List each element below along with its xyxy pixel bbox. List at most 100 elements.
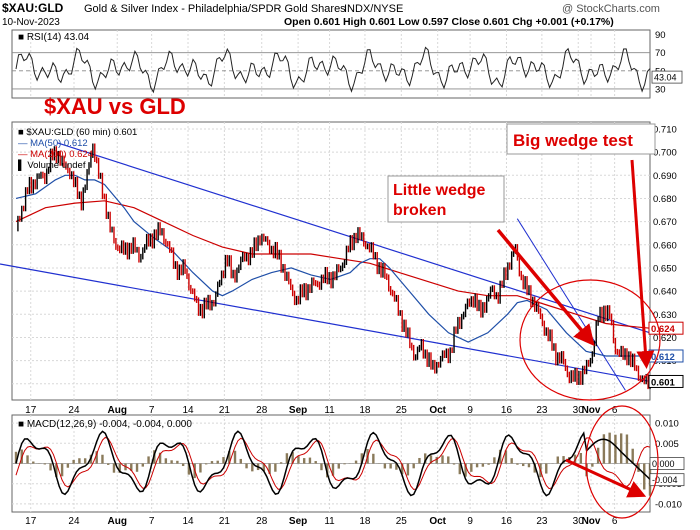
macd-histogram-bar bbox=[26, 455, 29, 464]
x-tick-label-bottom: Nov bbox=[582, 516, 601, 527]
price-tick-label: 0.630 bbox=[653, 310, 677, 321]
little-wedge-line bbox=[516, 218, 626, 391]
watermark: @ StockCharts.com bbox=[562, 3, 660, 15]
macd-histogram-bar bbox=[107, 463, 110, 465]
big-wedge-arrow bbox=[630, 159, 655, 369]
price-tick-label: 0.650 bbox=[653, 263, 677, 274]
macd-tick-label: 0.010 bbox=[655, 419, 679, 430]
macd-histogram-bar bbox=[181, 463, 185, 467]
x-tick-label-bottom: Sep bbox=[289, 516, 307, 527]
macd-histogram-bar bbox=[447, 456, 450, 464]
symbol-name: Gold & Silver Index - Philadelphia/SPDR … bbox=[84, 3, 346, 15]
price-tick-label: 0.670 bbox=[653, 217, 677, 228]
macd-histogram-bar bbox=[389, 463, 392, 469]
x-tick-label-bottom: 21 bbox=[219, 516, 231, 527]
macd-histogram-bar bbox=[504, 450, 508, 464]
x-tick-label: 18 bbox=[359, 405, 371, 416]
x-tick-label-bottom: 11 bbox=[324, 516, 335, 527]
macd-histogram-bar bbox=[320, 463, 323, 471]
big-wedge-callout-box bbox=[506, 123, 656, 155]
price-tick-label: 0.680 bbox=[653, 194, 677, 205]
x-tick-label: 11 bbox=[324, 405, 335, 416]
price-tick-label: 0.700 bbox=[653, 148, 677, 159]
macd-histogram-bar bbox=[562, 456, 565, 464]
x-tick-label-bottom: Aug bbox=[108, 516, 127, 527]
macd-tick-label: 0.005 bbox=[655, 439, 679, 450]
x-tick-label: 16 bbox=[501, 405, 513, 416]
wedge-highlight-circle bbox=[519, 279, 661, 401]
macd-histogram-bar bbox=[619, 433, 623, 464]
macd-histogram-bar bbox=[608, 432, 611, 464]
macd-histogram-bar bbox=[251, 463, 254, 472]
macd-histogram-bar bbox=[406, 463, 410, 476]
macd-histogram-bar bbox=[245, 463, 248, 469]
overlay-title: $XAU vs GLD bbox=[44, 94, 186, 119]
macd-histogram-bar bbox=[43, 463, 47, 465]
little-wedge-callout-line2: broken bbox=[393, 202, 446, 219]
macd-histogram-bar bbox=[591, 463, 594, 467]
macd-histogram-bar bbox=[493, 457, 496, 464]
macd-histogram-bar bbox=[49, 463, 52, 471]
macd-histogram-bar bbox=[343, 463, 346, 465]
x-tick-label: 24 bbox=[68, 405, 80, 416]
macd-histogram-bar bbox=[101, 454, 104, 464]
macd-histogram-bar bbox=[429, 455, 433, 464]
macd-histogram-bar bbox=[118, 463, 121, 473]
macd-histogram-bar bbox=[130, 463, 133, 471]
macd-histogram-bar bbox=[556, 456, 559, 464]
macd-histogram-bar bbox=[72, 459, 75, 464]
macd-histogram-bar bbox=[210, 461, 214, 464]
date-label: 10-Nov-2023 bbox=[2, 17, 60, 28]
price-legend-entry: — MA(200) 0.624 bbox=[18, 149, 93, 160]
macd-histogram-bar bbox=[60, 463, 64, 477]
macd-histogram-bar bbox=[222, 457, 225, 464]
x-tick-label-bottom: 30 bbox=[573, 516, 585, 527]
macd-histogram-bar bbox=[602, 434, 606, 464]
x-tick-label-bottom: 17 bbox=[25, 516, 37, 527]
x-tick-label-bottom: 14 bbox=[182, 516, 194, 527]
macd-histogram-bar bbox=[32, 461, 35, 464]
macd-histogram-bar bbox=[199, 463, 202, 473]
macd-histogram-bar bbox=[141, 463, 144, 467]
exchange-label: INDX/NYSE bbox=[344, 3, 403, 15]
macd-histogram-bar bbox=[66, 463, 70, 468]
price-value-label: 0.601 bbox=[651, 377, 675, 388]
macd-histogram-bar bbox=[545, 463, 548, 474]
macd-histogram-bar bbox=[297, 456, 300, 464]
macd-histogram-bar bbox=[573, 454, 577, 464]
macd-histogram-bar bbox=[216, 460, 219, 464]
x-tick-label: 21 bbox=[219, 405, 231, 416]
x-tick-label: 6 bbox=[612, 405, 618, 416]
macd-histogram-bar bbox=[337, 463, 340, 469]
price-value-label: 0.612 bbox=[651, 352, 675, 363]
macd-histogram-bar bbox=[522, 463, 525, 467]
x-tick-label: Aug bbox=[108, 405, 127, 416]
macd-histogram-bar bbox=[135, 463, 139, 472]
x-tick-label-bottom: 9 bbox=[467, 516, 473, 527]
price-legend-entry: — MA(50) 0.612 bbox=[18, 138, 88, 149]
price-tick-label: 0.640 bbox=[653, 287, 677, 298]
macd-histogram-bar bbox=[533, 463, 536, 473]
price-tick-label: 0.690 bbox=[653, 171, 677, 182]
price-legend-entry: ▌ Volume undef bbox=[18, 159, 86, 171]
x-tick-label: Sep bbox=[289, 405, 307, 416]
little-wedge-arrow bbox=[496, 228, 595, 347]
price-tick-label: 0.710 bbox=[653, 124, 677, 135]
x-tick-label-bottom: 7 bbox=[149, 516, 155, 527]
rsi-series-line bbox=[15, 46, 651, 94]
rsi-current-label: 43.04 bbox=[654, 73, 677, 83]
macd-histogram-bar bbox=[481, 463, 485, 467]
macd-histogram-bar bbox=[418, 457, 421, 464]
macd-value-label: 0.000 bbox=[652, 459, 675, 469]
price-legend-entry: ■ $XAU:GLD (60 min) 0.601 bbox=[18, 127, 137, 138]
macd-histogram-bar bbox=[170, 460, 173, 464]
macd-histogram-bar bbox=[452, 463, 456, 465]
x-tick-label: Oct bbox=[429, 405, 446, 416]
macd-histogram-bar bbox=[372, 453, 375, 464]
macd-histogram-bar bbox=[458, 463, 461, 475]
macd-histogram-bar bbox=[435, 456, 438, 464]
x-tick-label: 14 bbox=[182, 405, 194, 416]
x-tick-label-bottom: 23 bbox=[536, 516, 548, 527]
macd-histogram-bar bbox=[527, 463, 531, 468]
